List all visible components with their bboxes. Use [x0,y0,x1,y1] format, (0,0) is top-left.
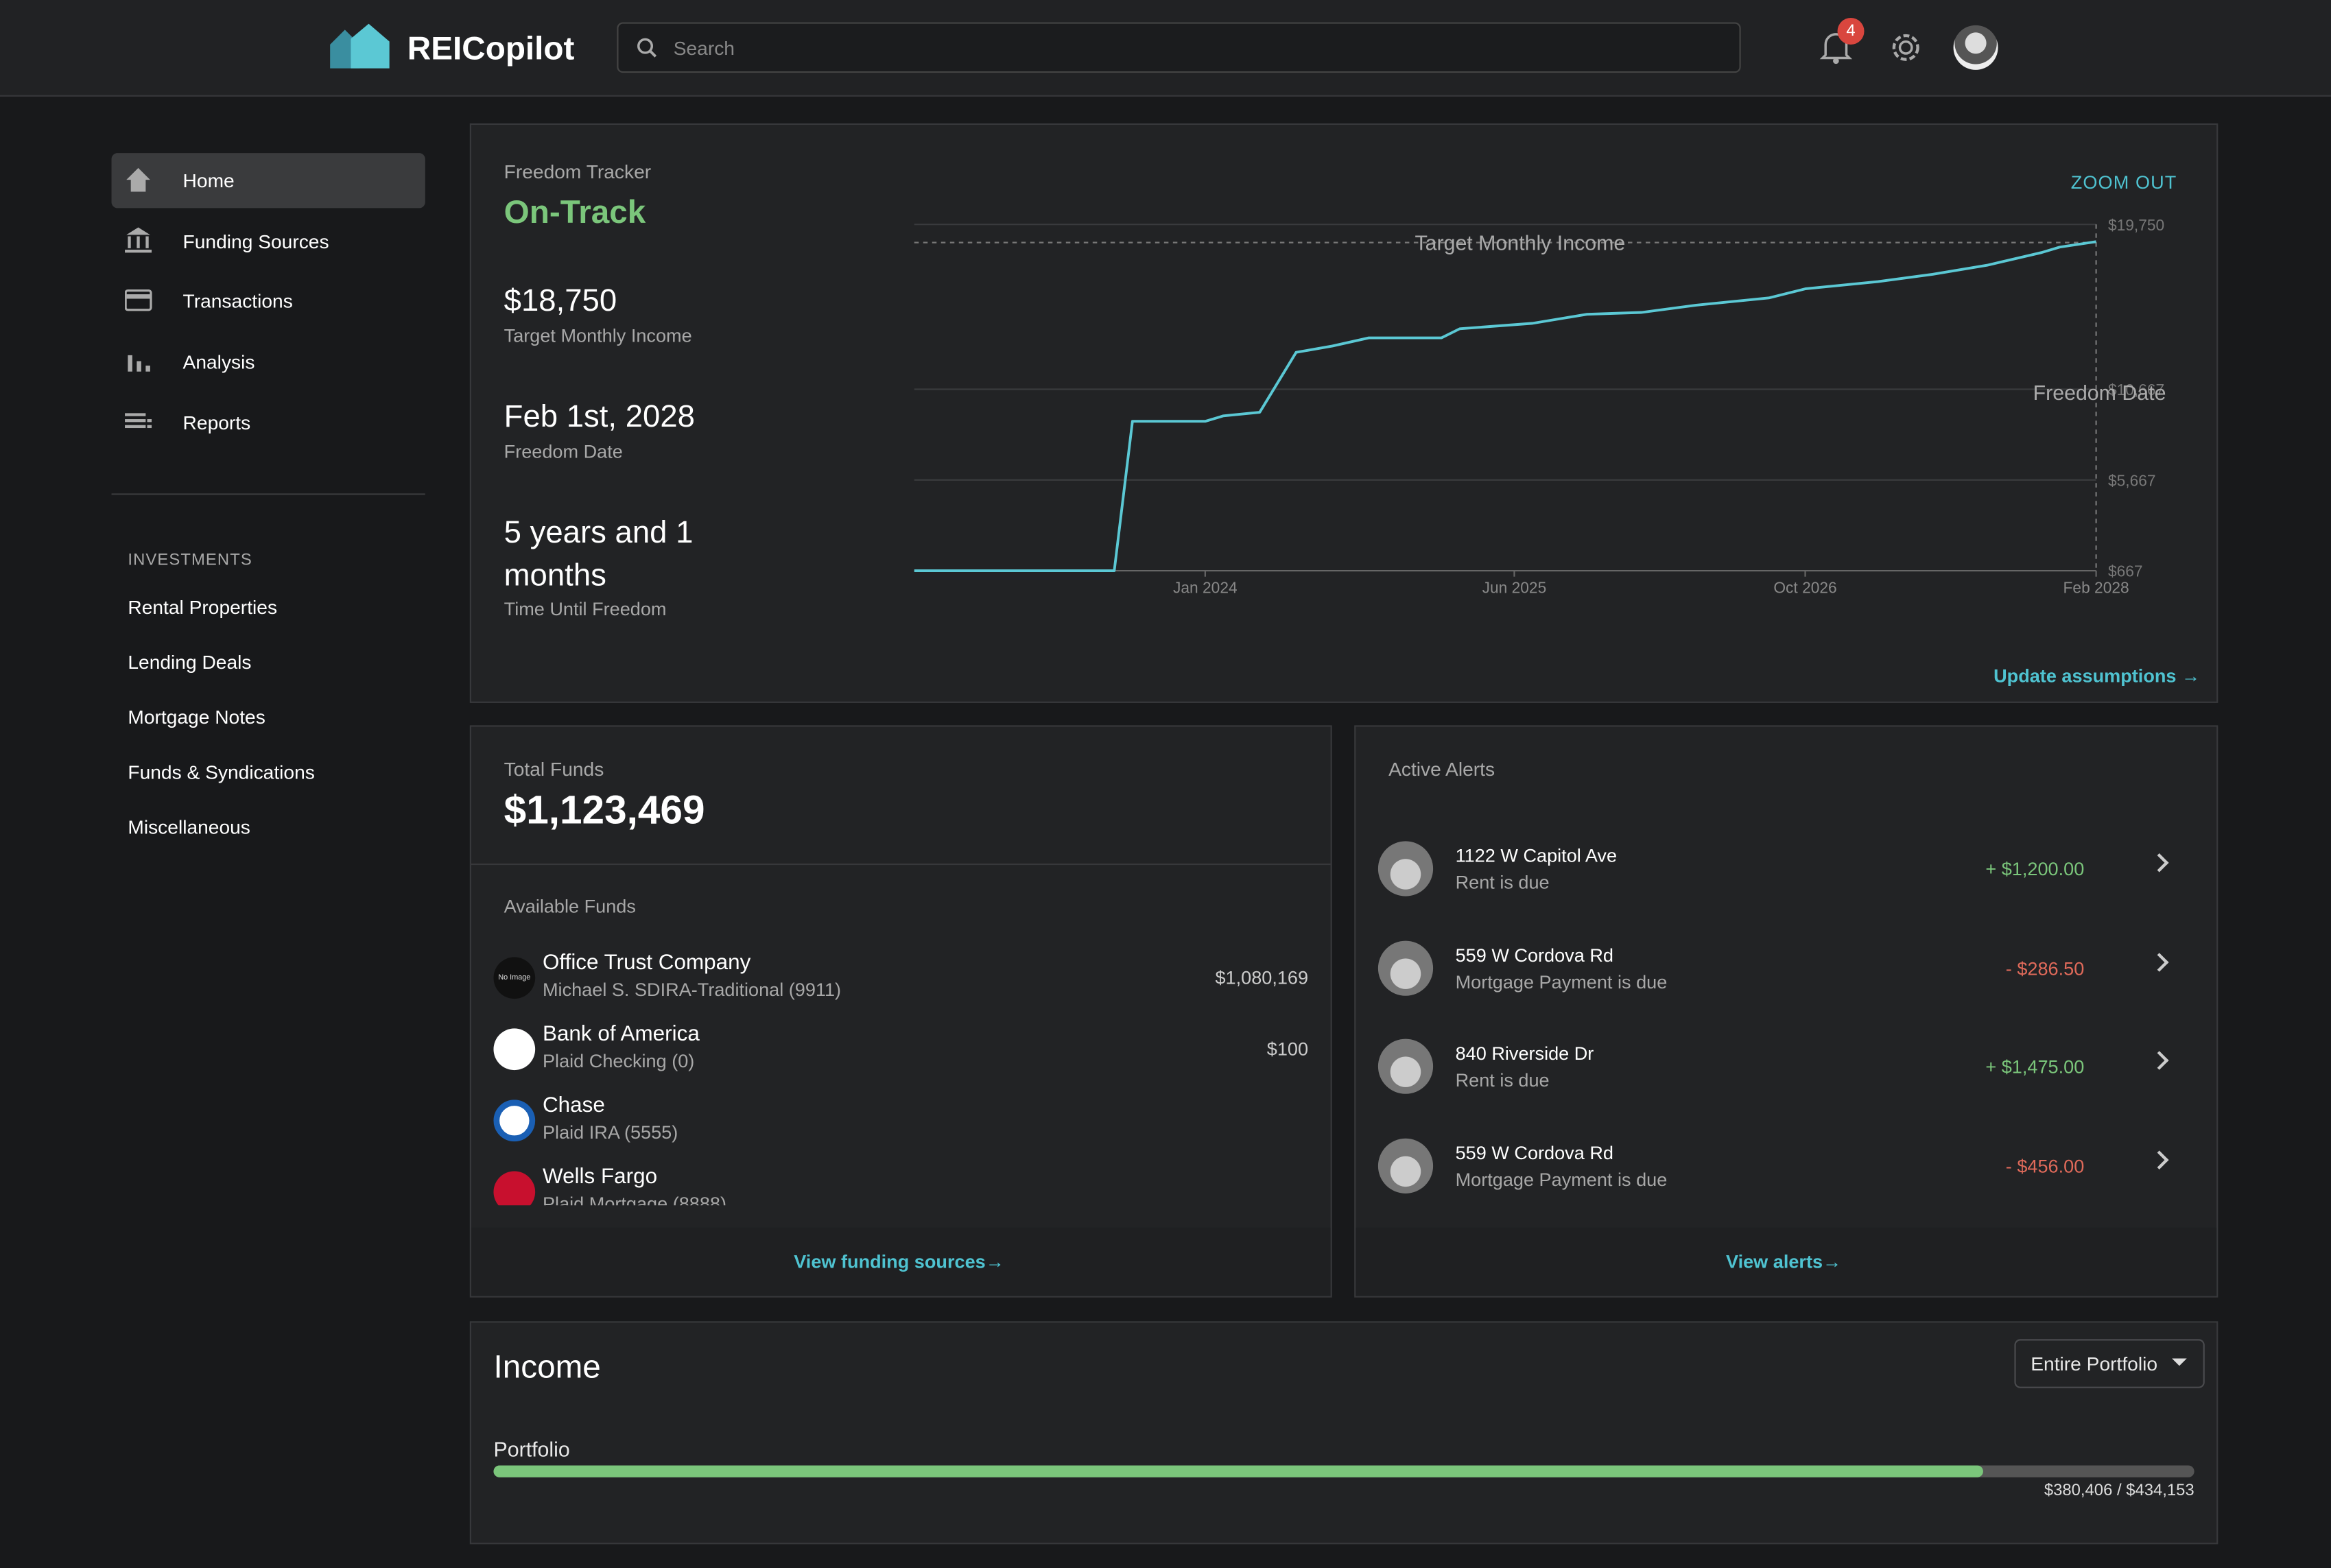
investment-item[interactable]: Miscellaneous [128,816,250,839]
accounts-list: No Image Office Trust Company Michael S. S… [471,945,1331,1206]
funding-link[interactable]: View funding sources→ [794,1251,1004,1272]
x-tick-label: Jun 2025 [1482,579,1547,597]
alert-note: Mortgage Payment is due [1455,971,1668,993]
stat-value: Feb 1st, 2028 [504,399,695,434]
stat-label: Time Until Freedom [504,599,667,620]
investment-item[interactable]: Lending Deals [128,651,252,674]
progress-name: Portfolio [493,1437,570,1461]
alerts-card [1354,725,2218,1298]
stat-value: $18,750 [504,283,617,318]
brand: REICopilot [407,29,575,67]
y-tick-label: $19,750 [2108,216,2164,234]
target-label: Target Monthly Income [1415,232,1625,254]
stat-label: Target Monthly Income [504,325,692,346]
card-footer [1356,1227,2217,1296]
progress-track [493,1465,2194,1477]
notification-badge: 4 [1837,18,1865,45]
funds-card [469,725,1332,1298]
alert-amount: + $1,475.00 [1985,1056,2085,1078]
alert-address: 1122 W Capitol Ave [1455,845,1618,867]
investment-item[interactable]: Mortgage Notes [128,706,265,728]
account-logo [493,1100,536,1142]
income-title: Income [493,1348,601,1386]
alert-amount: + $1,200.00 [1985,859,2085,880]
funds-title: Total Funds [504,758,604,781]
account-name: Wells Fargo [542,1165,658,1189]
account-amount: $1,080,169 [1215,967,1309,988]
alerts-title: Active Alerts [1388,758,1495,781]
account-name: Bank of America [542,1022,700,1047]
x-tick-label: Feb 2028 [2063,579,2129,597]
divider [111,493,425,495]
alert-address: 840 Riverside Dr [1455,1043,1594,1065]
nav-active [111,153,425,209]
account-detail: Plaid Mortgage (8888) [542,1193,727,1206]
progress-label: $380,406 / $434,153 [2044,1482,2194,1500]
account-name: Chase [542,1093,605,1118]
stat-label: Freedom Date [504,441,623,462]
update-link[interactable]: Update assumptions → [1993,665,2201,687]
account-detail: Plaid Checking (0) [542,1050,695,1072]
x-tick-label: Oct 2026 [1773,579,1836,597]
y-tick-label: $667 [2108,562,2143,580]
alerts-link[interactable]: View alerts→ [1726,1251,1842,1272]
dropdown-arrow [2172,1358,2187,1366]
y-tick-label: $5,667 [2108,471,2156,489]
income-line [914,240,2096,573]
nav-item[interactable]: Reports [182,411,251,434]
search-box[interactable] [617,22,1741,73]
status: On-Track [504,193,646,230]
portfolio-dropdown[interactable] [2014,1339,2205,1388]
nav-item[interactable]: Funding Sources [182,230,329,252]
x-tick-label: Jan 2024 [1173,579,1238,597]
nav-icons [125,167,152,429]
section-title: INVESTMENTS [128,551,252,569]
account-amount: $100 [1266,1038,1309,1060]
zoom-out-button[interactable]: ZOOM OUT [2070,172,2177,193]
freedom-tracker-card [469,123,2218,703]
funds-total: $1,123,469 [504,787,705,833]
nav-item[interactable]: Home [182,169,235,192]
alert-photo [1377,1137,1434,1193]
nav-item[interactable]: Analysis [182,351,255,374]
alert-photo [1377,940,1434,995]
stat-value: 5 years and 1 months [504,515,694,593]
alert-note: Mortgage Payment is due [1455,1169,1668,1190]
card-footer [471,1227,1331,1296]
available-title: Available Funds [504,896,636,917]
account-logo [493,1028,536,1071]
account-logo [493,1171,536,1206]
dropdown-label: Entire Portfolio [2031,1352,2158,1375]
search-placeholder: Search [673,37,735,60]
alert-address: 559 W Cordova Rd [1455,1142,1613,1163]
alert-amount: - $286.50 [2005,958,2085,979]
y-tick-label: $10,667 [2108,381,2164,399]
income-card [469,1321,2218,1545]
card-title: Freedom Tracker [504,161,652,183]
search-icon [637,38,657,58]
nav-item[interactable]: Transactions [182,290,293,313]
investment-item[interactable]: Rental Properties [128,595,278,619]
alert-photo [1377,841,1434,896]
alert-note: Rent is due [1455,1070,1550,1091]
alert-address: 559 W Cordova Rd [1455,945,1613,966]
alert-amount: - $456.00 [2005,1155,2085,1177]
alert-note: Rent is due [1455,872,1550,894]
divider [471,863,1331,866]
logo [330,23,390,69]
theme-icon[interactable] [1889,32,1922,64]
alert-photo [1377,1038,1434,1094]
investment-item[interactable]: Funds & Syndications [128,761,315,783]
account-detail: Michael S. SDIRA-Traditional (9911) [542,979,842,1001]
account-detail: Plaid IRA (5555) [542,1121,678,1143]
freedom-label: Freedom Date [2033,382,2166,405]
account-logo: No Image [493,957,536,999]
avatar[interactable] [1953,25,1998,70]
account-name: Office Trust Company [542,951,751,975]
progress-bar [493,1465,1984,1477]
